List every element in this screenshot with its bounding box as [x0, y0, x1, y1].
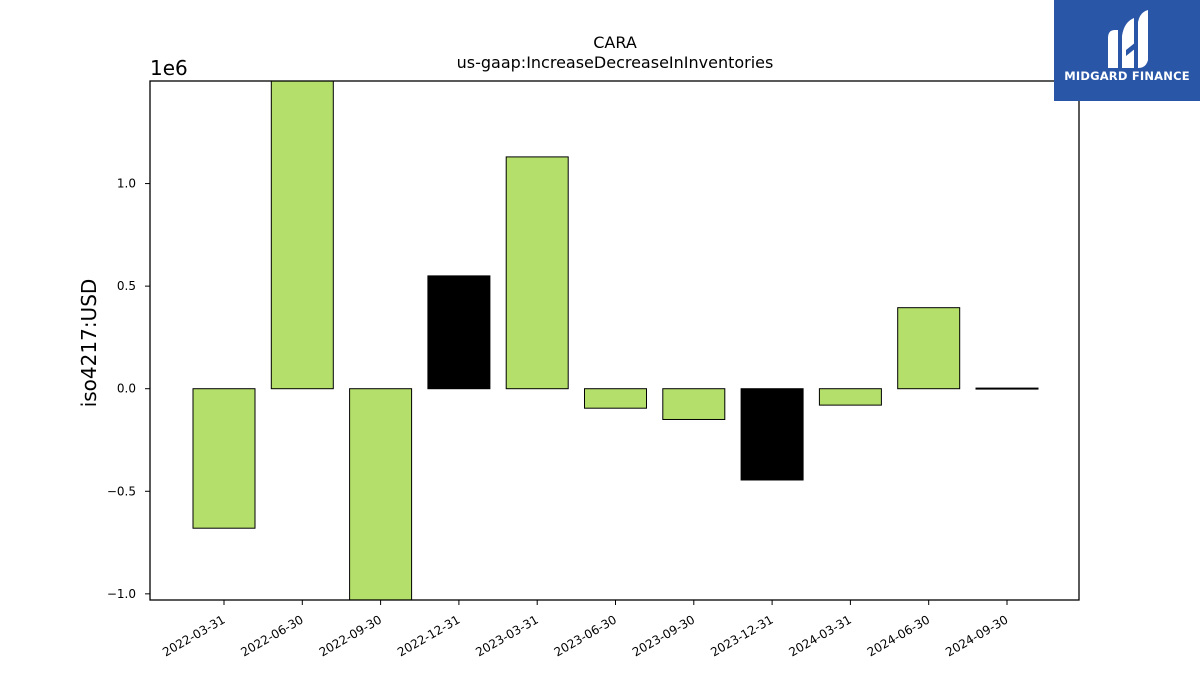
- x-tick-label: 2024-06-30: [865, 612, 932, 659]
- x-tick-label: 2023-09-30: [630, 612, 697, 659]
- x-tick-label: 2023-06-30: [552, 612, 619, 659]
- y-tick-label: −0.5: [107, 484, 136, 498]
- midgard-finance-logo: MIDGARD FINANCE: [1054, 0, 1200, 101]
- x-tick-label: 2023-12-31: [708, 612, 775, 659]
- x-tick-label: 2022-09-30: [317, 612, 384, 659]
- chart-subtitle: us-gaap:IncreaseDecreaseInInventories: [457, 53, 774, 72]
- bar-2024-03-31: [818, 388, 882, 406]
- plot-frame: [149, 80, 1080, 601]
- y-scale-label: 1e6: [150, 56, 188, 80]
- x-tick-label: 2024-09-30: [943, 612, 1010, 659]
- x-tick-label: 2022-03-31: [160, 612, 227, 659]
- bar-2023-06-30: [584, 388, 647, 409]
- y-axis-label: iso4217:USD: [77, 279, 101, 408]
- bar-2022-03-31: [192, 388, 256, 529]
- bar-2022-09-30: [349, 388, 413, 601]
- bar-2022-06-30: [270, 80, 334, 390]
- midgard-m-logo-icon: [1108, 10, 1148, 68]
- y-tick-label: 0.5: [117, 279, 136, 293]
- x-tick-label: 2023-03-31: [473, 612, 540, 659]
- bar-2023-09-30: [662, 388, 726, 420]
- bar-2023-03-31: [505, 156, 569, 390]
- logo-text: MIDGARD FINANCE: [1064, 69, 1190, 83]
- y-tick-label: −1.0: [107, 587, 136, 601]
- x-tick-label: 2022-06-30: [238, 612, 305, 659]
- bar-2023-12-31: [740, 388, 804, 481]
- y-tick-label: 1.0: [117, 177, 136, 191]
- y-tick-label: 0.0: [117, 382, 136, 396]
- bar-2024-09-30: [975, 387, 1039, 390]
- chart-title: CARA: [593, 33, 637, 52]
- x-tick-label: 2024-03-31: [786, 612, 853, 659]
- bar-2022-12-31: [427, 275, 491, 390]
- x-tick-label: 2022-12-31: [395, 612, 462, 659]
- bar-2024-06-30: [897, 307, 961, 390]
